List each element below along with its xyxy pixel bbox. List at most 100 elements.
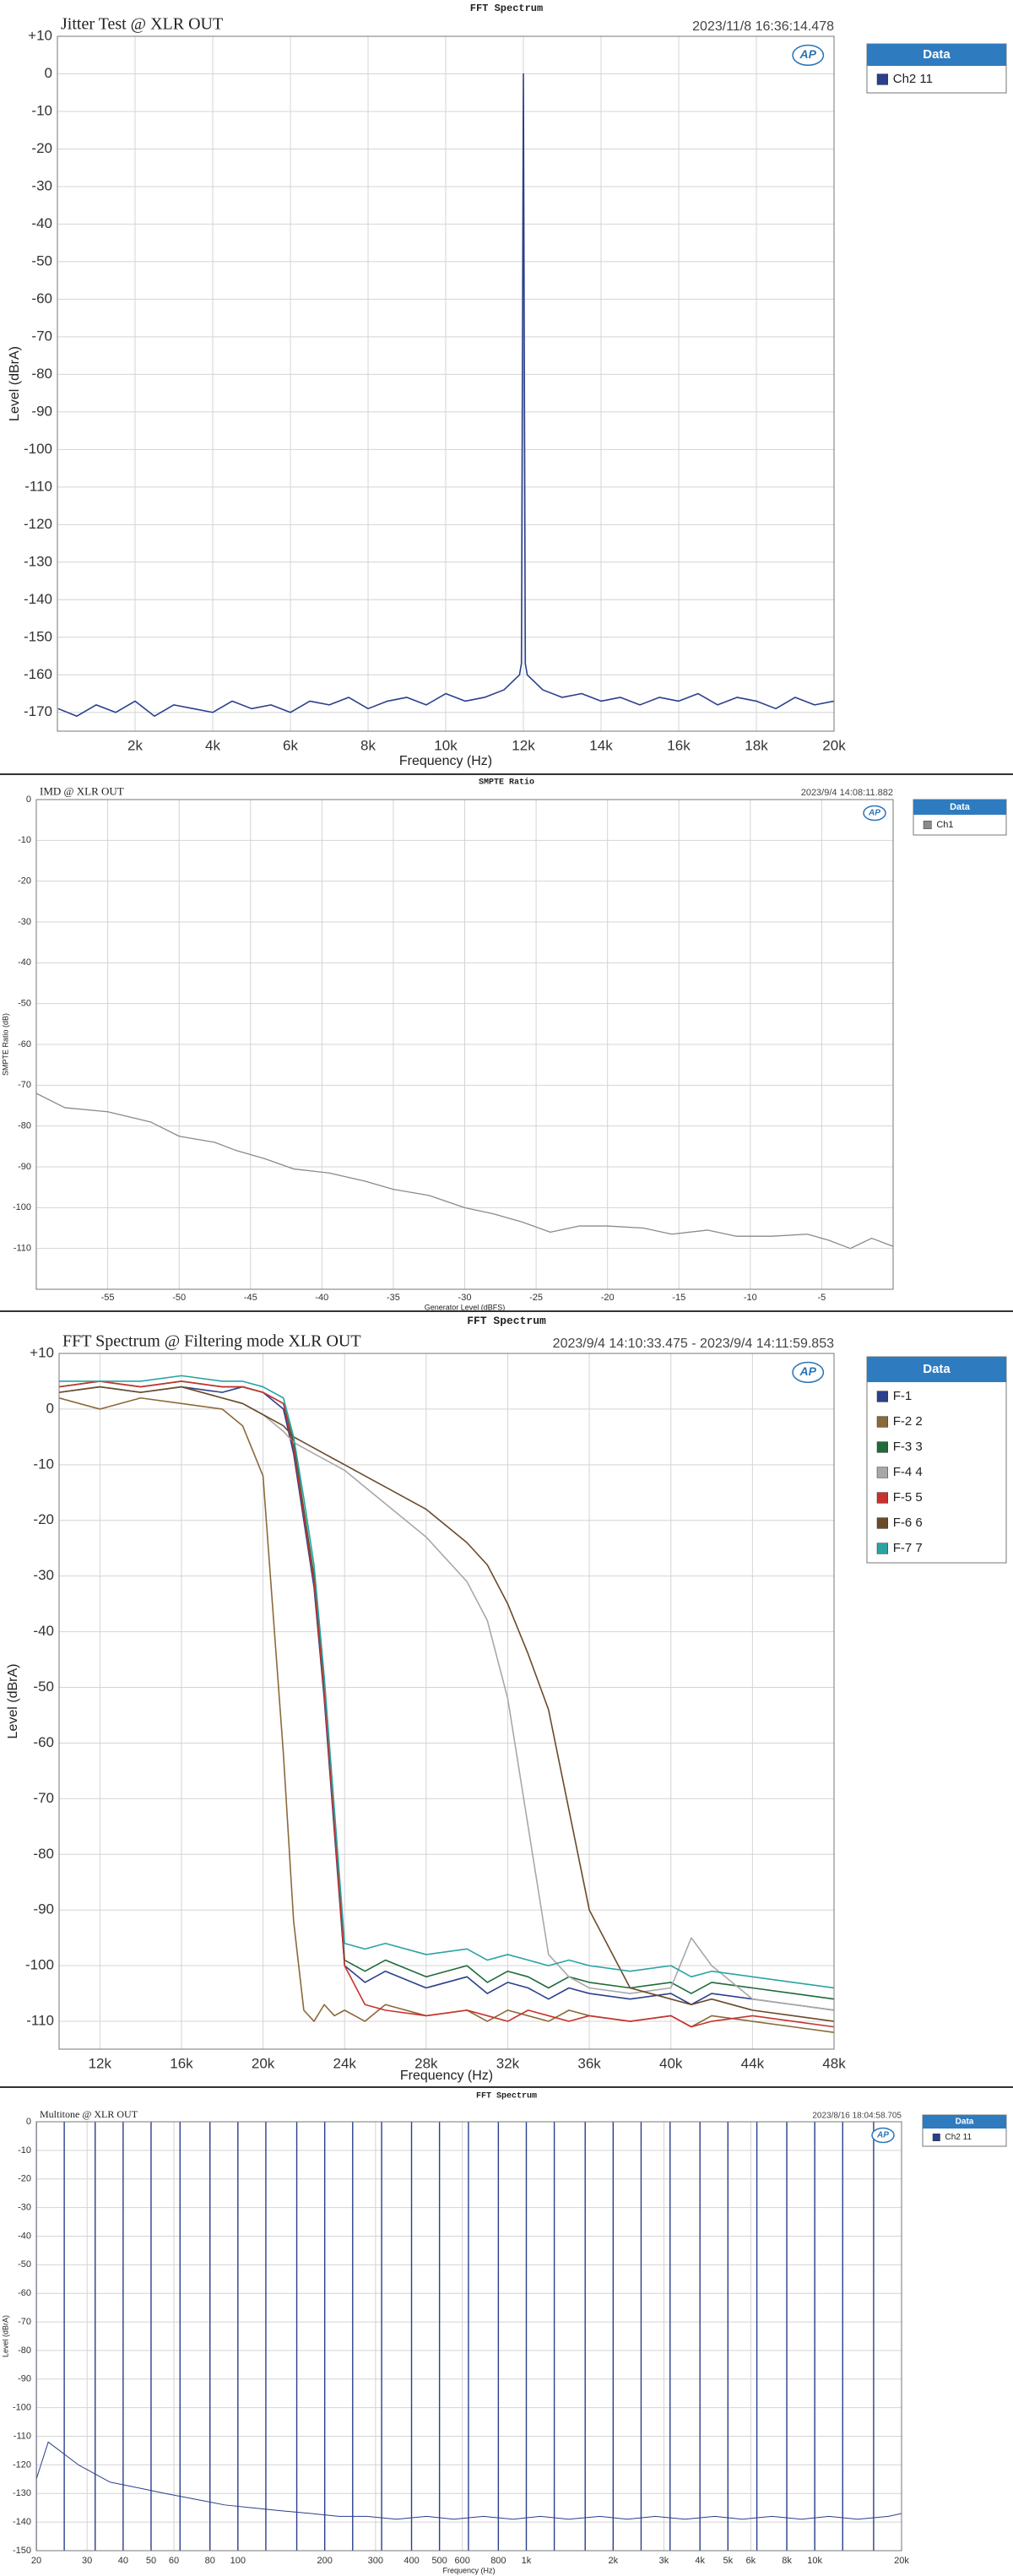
- y-tick-label: -10: [33, 1456, 54, 1472]
- x-tick-label: 24k: [333, 2055, 356, 2071]
- logo-text: AP: [876, 2131, 889, 2140]
- y-tick-label: -100: [13, 2403, 31, 2413]
- y-tick-label: -110: [24, 478, 52, 494]
- x-tick-label: -35: [387, 1293, 400, 1303]
- x-tick-label: -55: [101, 1293, 115, 1303]
- x-tick-label: 12k: [89, 2055, 112, 2071]
- legend-label: F-2 2: [893, 1414, 923, 1429]
- timestamp: 2023/9/4 14:10:33.475 - 2023/9/4 14:11:5…: [553, 1337, 834, 1351]
- y-tick-label: -20: [33, 1511, 54, 1527]
- y-tick-label: -140: [24, 591, 52, 607]
- x-tick-label: -45: [244, 1293, 257, 1303]
- x-tick-label: -25: [529, 1293, 543, 1303]
- x-tick-label: 2k: [609, 2556, 619, 2566]
- x-tick-label: 48k: [822, 2055, 846, 2071]
- y-tick-label: -30: [18, 2203, 31, 2213]
- legend-title: Data: [956, 2118, 974, 2127]
- y-tick-label: -120: [24, 516, 52, 532]
- legend-header: [913, 800, 1006, 815]
- y-axis-label: SMPTE Ratio (dB): [1, 1013, 9, 1076]
- y-axis-label: Level (dBrA): [6, 1664, 20, 1739]
- x-tick-label: -20: [601, 1293, 615, 1303]
- x-tick-label: 20k: [822, 737, 846, 753]
- logo-text: AP: [799, 47, 816, 61]
- y-tick-label: -100: [24, 441, 52, 457]
- x-tick-label: 30: [82, 2556, 92, 2566]
- chart-title: FFT Spectrum: [470, 3, 543, 14]
- x-tick-label: 80: [205, 2556, 215, 2566]
- y-tick-label: -50: [33, 1678, 54, 1695]
- x-tick-label: 8k: [360, 737, 376, 753]
- x-tick-label: 300: [368, 2556, 383, 2566]
- x-tick-label: 1k: [522, 2556, 532, 2566]
- legend-label: F-7 7: [893, 1541, 923, 1555]
- x-tick-label: 40: [118, 2556, 128, 2566]
- legend-title: Data: [923, 1362, 951, 1376]
- data-line: [59, 1386, 834, 2022]
- x-tick-label: 14k: [589, 737, 613, 753]
- x-tick-label: 12k: [512, 737, 535, 753]
- chart-subtitle: IMD @ XLR OUT: [40, 785, 124, 798]
- x-tick-label: 800: [490, 2556, 506, 2566]
- y-tick-label: -60: [18, 2288, 31, 2298]
- y-tick-label: -150: [24, 628, 52, 644]
- y-tick-label: -70: [31, 328, 52, 344]
- x-tick-label: 20k: [894, 2556, 909, 2566]
- legend-label: F-1: [893, 1389, 913, 1403]
- x-axis-label: Frequency (Hz): [399, 754, 492, 768]
- x-axis-label: Frequency (Hz): [400, 2069, 493, 2083]
- y-tick-label: -50: [18, 2259, 31, 2270]
- x-tick-label: 200: [317, 2556, 332, 2566]
- y-tick-label: -110: [26, 2013, 54, 2029]
- legend-swatch: [876, 1416, 888, 1428]
- y-tick-label: -90: [18, 1162, 31, 1172]
- legend-swatch: [876, 73, 888, 85]
- legend-title: Data: [923, 47, 951, 62]
- legend-label: Ch2 11: [945, 2133, 972, 2142]
- legend-swatch: [876, 1517, 888, 1529]
- y-tick-label: -50: [18, 999, 31, 1009]
- y-tick-label: -120: [13, 2459, 31, 2470]
- y-tick-label: -30: [33, 1567, 54, 1583]
- legend-label: Ch2 11: [893, 72, 933, 86]
- legend-swatch: [876, 1467, 888, 1478]
- y-tick-label: +10: [28, 27, 52, 43]
- x-tick-label: 20k: [252, 2055, 275, 2071]
- y-tick-label: -60: [18, 1039, 31, 1049]
- y-tick-label: -20: [18, 2174, 31, 2184]
- x-tick-label: 8k: [782, 2556, 792, 2566]
- chart-title: FFT Spectrum: [467, 1315, 546, 1327]
- x-tick-label: 500: [431, 2556, 447, 2566]
- y-tick-label: -150: [13, 2546, 31, 2556]
- legend-label: F-5 5: [893, 1490, 923, 1505]
- x-tick-label: 2k: [127, 737, 143, 753]
- y-tick-label: -130: [24, 553, 52, 569]
- y-tick-label: -40: [33, 1623, 54, 1639]
- x-tick-label: -30: [458, 1293, 472, 1303]
- data-line: [59, 1375, 834, 1989]
- chart-title: SMPTE Ratio: [479, 778, 534, 788]
- legend-label: F-3 3: [893, 1440, 923, 1454]
- data-line: [36, 1093, 893, 1250]
- y-tick-label: -170: [24, 703, 52, 719]
- logo-badge: [871, 2127, 895, 2144]
- y-tick-label: -80: [18, 1121, 31, 1131]
- plot-area: [59, 1353, 834, 2049]
- x-tick-label: 6k: [746, 2556, 756, 2566]
- x-tick-label: -40: [315, 1293, 328, 1303]
- logo-text: AP: [799, 1364, 816, 1378]
- y-tick-label: -100: [13, 1202, 31, 1212]
- y-tick-label: -10: [18, 835, 31, 845]
- y-tick-label: -80: [33, 1846, 54, 1862]
- legend-box: [866, 1356, 1007, 1564]
- y-tick-label: -130: [13, 2488, 31, 2498]
- x-tick-label: 60: [169, 2556, 179, 2566]
- y-tick-label: -90: [31, 403, 52, 419]
- y-tick-label: 0: [46, 1400, 54, 1416]
- x-tick-label: 4k: [205, 737, 220, 753]
- data-line: [59, 1380, 834, 2028]
- legend-label: F-4 4: [893, 1465, 923, 1479]
- x-tick-label: 3k: [659, 2556, 669, 2566]
- y-tick-label: -20: [31, 140, 52, 156]
